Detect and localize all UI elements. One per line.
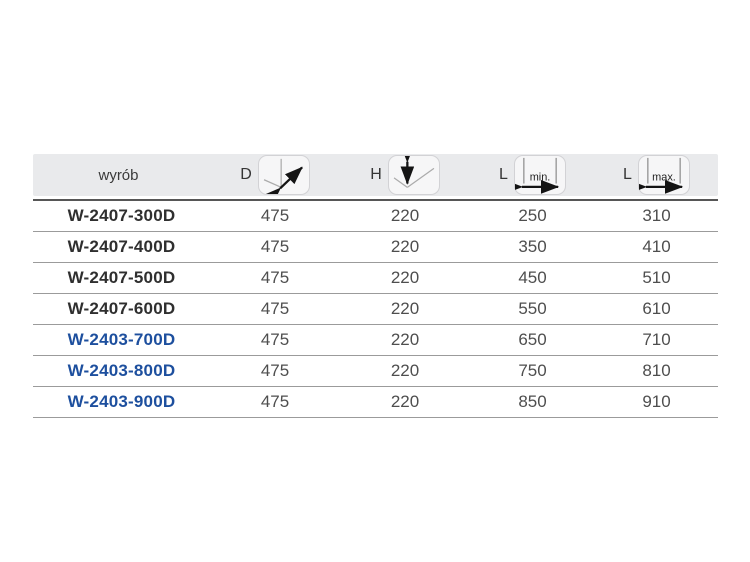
d-value: 475 <box>260 361 290 380</box>
header-gap <box>33 196 718 199</box>
header-length-min-label: L <box>499 166 508 183</box>
product-cell: W-2403-800D <box>67 361 176 380</box>
table-row: W-2407-300D 475 220 250 310 <box>33 201 718 232</box>
d-value: 475 <box>260 206 290 225</box>
product-cell: W-2403-700D <box>67 330 176 349</box>
height-icon <box>387 155 440 195</box>
header-product-label: wyrób <box>98 166 139 184</box>
header-length-max: L max. <box>595 154 718 196</box>
table-row: W-2407-500D 475 220 450 510 <box>33 263 718 294</box>
header-product: wyrób <box>33 154 210 196</box>
header-length-min: L min. <box>470 154 595 196</box>
l-min-value: 550 <box>518 299 547 318</box>
table-row: W-2403-900D 475 220 850 910 <box>33 387 718 418</box>
header-diameter-label: D <box>240 166 252 183</box>
table-row: W-2403-700D 475 220 650 710 <box>33 325 718 356</box>
product-spec-table: wyrób D H <box>33 154 718 418</box>
table-row: W-2403-800D 475 220 750 810 <box>33 356 718 387</box>
header-diameter: D <box>210 154 340 196</box>
max-label: max. <box>652 172 676 184</box>
l-min-value: 350 <box>518 237 547 256</box>
header-height-label: H <box>370 166 382 183</box>
l-min-value: 450 <box>518 268 547 287</box>
d-value: 475 <box>260 237 290 256</box>
l-max-value: 310 <box>642 206 671 225</box>
l-max-value: 710 <box>642 330 671 349</box>
h-value: 220 <box>390 206 420 225</box>
l-min-value: 850 <box>518 392 547 411</box>
product-cell: W-2407-400D <box>67 237 176 256</box>
l-max-value: 610 <box>642 299 671 318</box>
length-max-icon: max. <box>637 155 690 195</box>
product-cell: W-2407-600D <box>67 299 176 318</box>
diameter-icon <box>257 155 310 195</box>
l-max-value: 810 <box>642 361 671 380</box>
l-min-value: 750 <box>518 361 547 380</box>
header-length-max-label: L <box>623 166 632 183</box>
d-value: 475 <box>260 392 290 411</box>
min-label: min. <box>530 172 551 184</box>
l-max-value: 510 <box>642 268 671 287</box>
d-value: 475 <box>260 299 290 318</box>
product-cell: W-2407-500D <box>67 268 176 287</box>
l-max-value: 910 <box>642 392 671 411</box>
h-value: 220 <box>390 299 420 318</box>
h-value: 220 <box>390 330 420 349</box>
table-header-row: wyrób D H <box>33 154 718 196</box>
d-value: 475 <box>260 330 290 349</box>
l-min-value: 250 <box>518 206 547 225</box>
header-rule <box>33 199 718 201</box>
h-value: 220 <box>390 392 420 411</box>
l-max-value: 410 <box>642 237 671 256</box>
l-min-value: 650 <box>518 330 547 349</box>
product-cell: W-2407-300D <box>67 206 176 225</box>
d-value: 475 <box>260 268 290 287</box>
length-min-icon: min. <box>513 155 566 195</box>
table-row: W-2407-600D 475 220 550 610 <box>33 294 718 325</box>
product-cell: W-2403-900D <box>67 392 176 411</box>
h-value: 220 <box>390 361 420 380</box>
h-value: 220 <box>390 268 420 287</box>
table-row: W-2407-400D 475 220 350 410 <box>33 232 718 263</box>
header-height: H <box>340 154 470 196</box>
h-value: 220 <box>390 237 420 256</box>
